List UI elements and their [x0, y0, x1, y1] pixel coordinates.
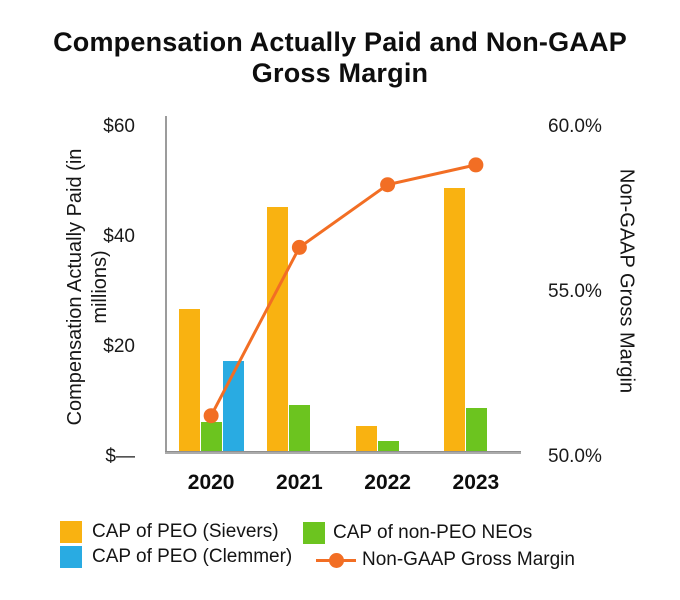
margin-point-2023	[468, 157, 484, 173]
bar-cap-of-peo-sievers--2020	[179, 309, 201, 452]
bar-cap-of-peo-sievers--2021	[267, 207, 289, 452]
legend-label: CAP of PEO (Sievers)	[92, 521, 279, 542]
left-axis-line	[165, 116, 167, 453]
left-tick-$—: $—	[105, 446, 135, 467]
x-label-2023: 2023	[452, 471, 500, 494]
bar-cap-of-non-peo-neos-2020	[201, 421, 223, 452]
x-label-2021: 2021	[276, 471, 323, 494]
right-tick-60.0%: 60.0%	[548, 116, 602, 137]
bar-cap-of-non-peo-neos-2022	[377, 441, 399, 452]
bar-cap-of-peo-sievers--2022	[355, 426, 377, 452]
right-tick-50.0%: 50.0%	[548, 446, 602, 467]
legend-label: Non-GAAP Gross Margin	[362, 549, 575, 570]
legend-label: CAP of non-PEO NEOs	[333, 522, 533, 543]
legend-item-cap-non-peo-neos: CAP of non-PEO NEOs	[303, 522, 532, 544]
x-label-2020: 2020	[187, 471, 235, 494]
bar-cap-of-non-peo-neos-2021	[289, 405, 311, 452]
bar-cap-of-peo-clemmer--2020	[223, 361, 245, 452]
margin-point-2021	[291, 239, 307, 255]
x-axis-line	[165, 451, 521, 454]
legend-item-cap-peo-sievers: CAP of PEO (Sievers)	[60, 521, 279, 543]
chart-title: Compensation Actually Paid and Non-GAAP …	[0, 27, 680, 89]
left-tick-$40: $40	[103, 226, 135, 247]
line-dot-marker-icon	[316, 549, 356, 571]
legend-item-non-gaap-gross-margin: Non-GAAP Gross Margin	[316, 549, 575, 571]
chart-title-line-2: Gross Margin	[251, 58, 429, 88]
x-label-2022: 2022	[364, 471, 411, 494]
bar-cap-of-non-peo-neos-2023	[465, 408, 487, 452]
legend-label: CAP of PEO (Clemmer)	[92, 546, 293, 567]
left-tick-$60: $60	[103, 116, 135, 137]
non-peo-swatch-icon	[303, 522, 325, 544]
margin-line	[209, 163, 477, 417]
left-tick-$20: $20	[103, 336, 135, 357]
legend-item-cap-peo-clemmer: CAP of PEO (Clemmer)	[60, 546, 292, 568]
sievers-swatch-icon	[60, 521, 82, 543]
chart-title-line-1: Compensation Actually Paid and Non-GAAP	[53, 27, 627, 57]
right-tick-55.0%: 55.0%	[548, 281, 602, 302]
bar-cap-of-peo-sievers--2023	[443, 188, 465, 452]
clemmer-swatch-icon	[60, 546, 82, 568]
margin-point-2022	[380, 177, 396, 193]
